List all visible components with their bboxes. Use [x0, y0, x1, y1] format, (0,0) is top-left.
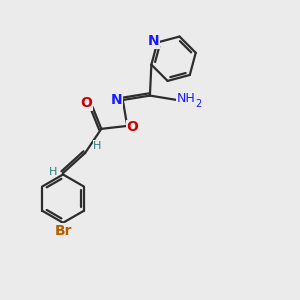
Text: O: O: [127, 120, 139, 134]
Text: 2: 2: [195, 99, 202, 109]
Text: N: N: [148, 34, 160, 48]
Text: NH: NH: [177, 92, 196, 105]
Text: H: H: [93, 141, 102, 151]
Text: O: O: [81, 96, 92, 110]
Text: N: N: [111, 93, 123, 107]
Text: H: H: [49, 167, 57, 176]
Text: Br: Br: [54, 224, 72, 238]
